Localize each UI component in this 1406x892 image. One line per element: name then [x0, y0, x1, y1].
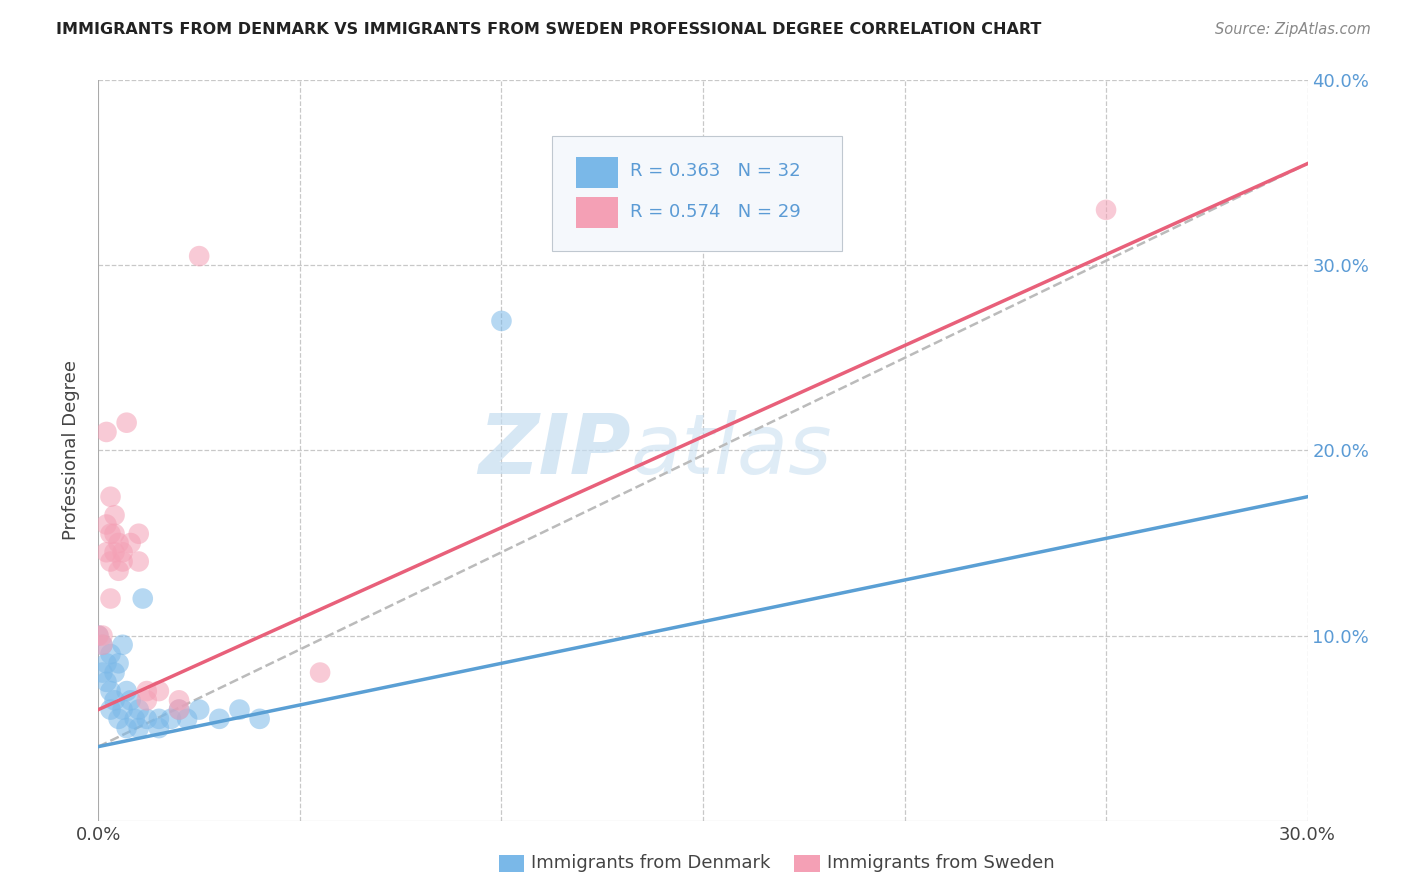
Point	[107, 657, 129, 671]
Text: R = 0.574   N = 29: R = 0.574 N = 29	[630, 203, 801, 221]
Point	[148, 684, 170, 698]
Point	[160, 712, 183, 726]
Point	[167, 703, 190, 717]
Point	[103, 526, 125, 541]
Point	[167, 693, 190, 707]
Text: Immigrants from Sweden: Immigrants from Sweden	[827, 855, 1054, 872]
FancyBboxPatch shape	[551, 136, 842, 251]
Point	[115, 416, 138, 430]
Point	[167, 703, 190, 717]
Point	[96, 517, 118, 532]
Point	[96, 657, 118, 671]
Point	[96, 545, 118, 559]
Point	[111, 638, 134, 652]
Point	[128, 526, 150, 541]
Point	[87, 628, 110, 642]
Point	[115, 684, 138, 698]
Point	[107, 712, 129, 726]
Point	[100, 490, 122, 504]
Point	[120, 693, 142, 707]
Point	[132, 591, 155, 606]
Point	[103, 508, 125, 523]
Text: R = 0.363   N = 32: R = 0.363 N = 32	[630, 162, 801, 180]
Point	[91, 665, 114, 680]
Point	[228, 703, 250, 717]
Point	[120, 536, 142, 550]
Point	[111, 545, 134, 559]
Text: atlas: atlas	[630, 410, 832, 491]
Point	[91, 638, 114, 652]
Point	[91, 638, 114, 652]
Point	[103, 693, 125, 707]
Point	[1095, 202, 1118, 217]
Point	[128, 554, 150, 569]
Point	[96, 674, 118, 689]
Text: Immigrants from Denmark: Immigrants from Denmark	[531, 855, 770, 872]
Point	[135, 693, 157, 707]
Point	[115, 721, 138, 735]
Point	[107, 564, 129, 578]
Point	[188, 249, 211, 263]
Point	[107, 536, 129, 550]
Point	[100, 647, 122, 661]
Point	[208, 712, 231, 726]
Text: IMMIGRANTS FROM DENMARK VS IMMIGRANTS FROM SWEDEN PROFESSIONAL DEGREE CORRELATIO: IMMIGRANTS FROM DENMARK VS IMMIGRANTS FR…	[56, 22, 1042, 37]
Point	[111, 703, 134, 717]
Y-axis label: Professional Degree: Professional Degree	[62, 360, 80, 541]
Point	[103, 545, 125, 559]
Point	[128, 703, 150, 717]
Point	[100, 703, 122, 717]
Bar	[576, 197, 619, 228]
Point	[111, 554, 134, 569]
Point	[100, 684, 122, 698]
Point	[188, 703, 211, 717]
Point	[176, 712, 198, 726]
Point	[100, 554, 122, 569]
Text: Source: ZipAtlas.com: Source: ZipAtlas.com	[1215, 22, 1371, 37]
Point	[91, 628, 114, 642]
Point	[135, 684, 157, 698]
Point	[135, 712, 157, 726]
Point	[249, 712, 271, 726]
Point	[148, 721, 170, 735]
Point	[100, 526, 122, 541]
Point	[128, 721, 150, 735]
Point	[87, 628, 110, 642]
Point	[96, 425, 118, 439]
Point	[148, 712, 170, 726]
Point	[124, 712, 146, 726]
Point	[103, 665, 125, 680]
Text: ZIP: ZIP	[478, 410, 630, 491]
Point	[309, 665, 332, 680]
Bar	[576, 156, 619, 187]
Point	[100, 591, 122, 606]
Point	[491, 314, 513, 328]
